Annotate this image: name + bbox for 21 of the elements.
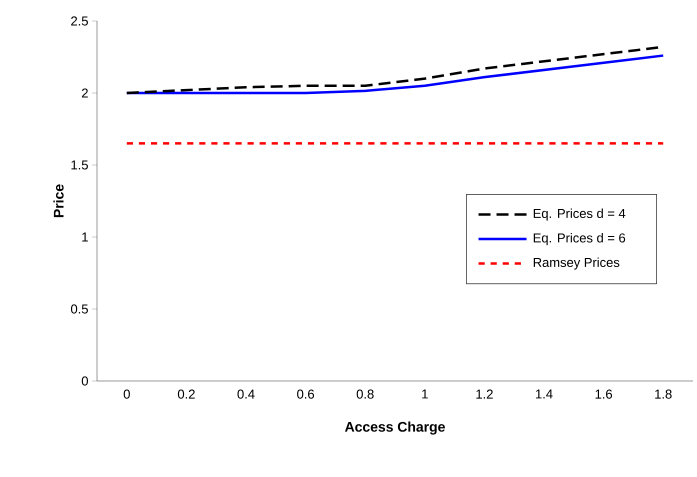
y-axis-title: Price bbox=[53, 184, 64, 218]
x-tick-label: 0.2 bbox=[178, 390, 195, 399]
y-tick-label: 0.5 bbox=[70, 304, 88, 314]
x-tick-label: 1 bbox=[422, 390, 428, 398]
legend-label: Eq. Prices d = 4 bbox=[534, 208, 626, 221]
legend-label: Eq. Prices d = 6 bbox=[534, 233, 626, 246]
legend-label: Ramsey Prices bbox=[534, 258, 620, 270]
x-tick-label: 0 bbox=[124, 390, 130, 399]
y-tick-label: 1 bbox=[82, 232, 88, 242]
y-tick-label: 1.5 bbox=[71, 160, 88, 170]
x-tick-label: 1.4 bbox=[536, 390, 553, 398]
x-tick-label: 0.4 bbox=[238, 390, 255, 399]
x-tick-label: 1.6 bbox=[596, 390, 612, 399]
y-tick-label: 2.5 bbox=[71, 16, 88, 26]
y-tick-label: 2 bbox=[82, 88, 88, 98]
x-tick-label: 0.6 bbox=[297, 390, 314, 399]
x-tick-label: 0.8 bbox=[356, 390, 374, 399]
y-tick-label: 0 bbox=[82, 376, 88, 386]
x-tick-label: 1.8 bbox=[655, 390, 672, 399]
x-axis-title: Access Charge bbox=[344, 422, 445, 435]
x-tick-label: 1.2 bbox=[476, 390, 493, 399]
